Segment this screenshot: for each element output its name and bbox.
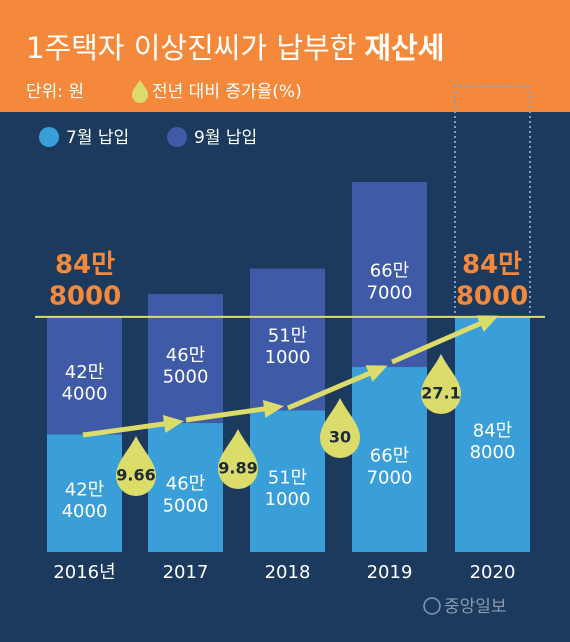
growth-drop bbox=[116, 436, 156, 496]
label: 84만 8000 bbox=[456, 250, 528, 311]
label: 51만 1000 bbox=[265, 467, 311, 510]
x-tick-label: 2018 bbox=[265, 562, 311, 583]
label-line: 5000 bbox=[163, 366, 209, 387]
bar-segment bbox=[148, 294, 223, 424]
unit: 단위: 원 bbox=[26, 82, 84, 102]
legend-label: 7월 납입 bbox=[66, 128, 129, 148]
growth-label: 30 bbox=[329, 428, 351, 447]
label: 84만 8000 bbox=[49, 250, 121, 311]
growth-arrow bbox=[82, 419, 179, 438]
growth-drop bbox=[320, 398, 360, 458]
growth-legend: 전년 대비 증가율(%) bbox=[152, 82, 302, 102]
label-line: 42만 bbox=[65, 362, 104, 383]
label-line: 5000 bbox=[163, 495, 209, 516]
bar-segment bbox=[250, 410, 325, 552]
growth-label: 9.89 bbox=[218, 459, 257, 478]
label: 46만 5000 bbox=[163, 474, 209, 517]
label-line: 66만 bbox=[370, 446, 409, 467]
legend-swatch bbox=[167, 127, 187, 147]
title-emphasis: 재산세 bbox=[364, 31, 444, 65]
growth-label: 27.1 bbox=[421, 384, 460, 403]
bar-segment bbox=[47, 434, 122, 552]
growth-arrowhead bbox=[162, 414, 184, 433]
label-line: 8000 bbox=[470, 442, 516, 463]
legend-swatch bbox=[39, 127, 59, 147]
x-tick-label: 2016년 bbox=[53, 562, 115, 583]
chart-title: 1주택자 이상진씨가 납부한 재산세 bbox=[26, 31, 444, 65]
bar-segment bbox=[352, 367, 427, 552]
label-line: 46만 bbox=[166, 345, 205, 366]
label-line: 46만 bbox=[166, 474, 205, 495]
bar-segment bbox=[47, 316, 122, 435]
label-line: 51만 bbox=[268, 326, 307, 347]
growth-drop bbox=[218, 429, 258, 489]
growth-arrowhead bbox=[365, 365, 388, 382]
label: 84만 8000 bbox=[470, 421, 516, 464]
title-text: 1주택자 이상진씨가 납부한 bbox=[26, 31, 356, 65]
label-line: 84만 bbox=[473, 421, 512, 442]
growth-legend-icon bbox=[132, 80, 148, 103]
label-line: 7000 bbox=[367, 467, 413, 488]
label-line: 4000 bbox=[62, 383, 108, 404]
growth-arrow bbox=[391, 315, 494, 365]
source: 중앙일보 bbox=[444, 597, 507, 617]
label: 51만 1000 bbox=[265, 326, 311, 369]
label: 66만 7000 bbox=[367, 261, 413, 304]
growth-arrow bbox=[287, 365, 383, 411]
source-logo bbox=[423, 597, 441, 615]
growth-arrowhead bbox=[262, 400, 284, 418]
label-line: 7000 bbox=[367, 282, 413, 303]
growth-arrowhead bbox=[476, 315, 499, 332]
label: 42만 4000 bbox=[62, 479, 108, 522]
legend-label: 9월 납입 bbox=[194, 128, 257, 148]
x-tick-label: 2020 bbox=[470, 562, 516, 583]
label: 42만 4000 bbox=[62, 362, 108, 405]
x-tick-label: 2019 bbox=[367, 562, 413, 583]
label-line: 66만 bbox=[370, 261, 409, 282]
bar-segment bbox=[455, 316, 530, 552]
header bbox=[0, 0, 570, 112]
label-line: 51만 bbox=[268, 467, 307, 488]
label-line: 8000 bbox=[49, 281, 121, 311]
bar-segment bbox=[250, 268, 325, 411]
label-line: 4000 bbox=[62, 501, 108, 522]
label-line: 42만 bbox=[65, 479, 104, 500]
pending-outline bbox=[454, 85, 531, 318]
label-line: 84만 bbox=[55, 250, 115, 280]
x-tick-label: 2017 bbox=[163, 562, 209, 583]
growth-arrow bbox=[185, 404, 279, 423]
label-line: 8000 bbox=[456, 281, 528, 311]
bar-segment bbox=[352, 182, 427, 368]
label-line: 84만 bbox=[462, 250, 522, 280]
growth-drop bbox=[421, 354, 461, 414]
label: 66만 7000 bbox=[367, 446, 413, 489]
label-line: 1000 bbox=[265, 347, 311, 368]
label-line: 1000 bbox=[265, 489, 311, 510]
label: 46만 5000 bbox=[163, 345, 209, 388]
bar-segment bbox=[148, 423, 223, 552]
growth-label: 9.66 bbox=[116, 466, 155, 485]
